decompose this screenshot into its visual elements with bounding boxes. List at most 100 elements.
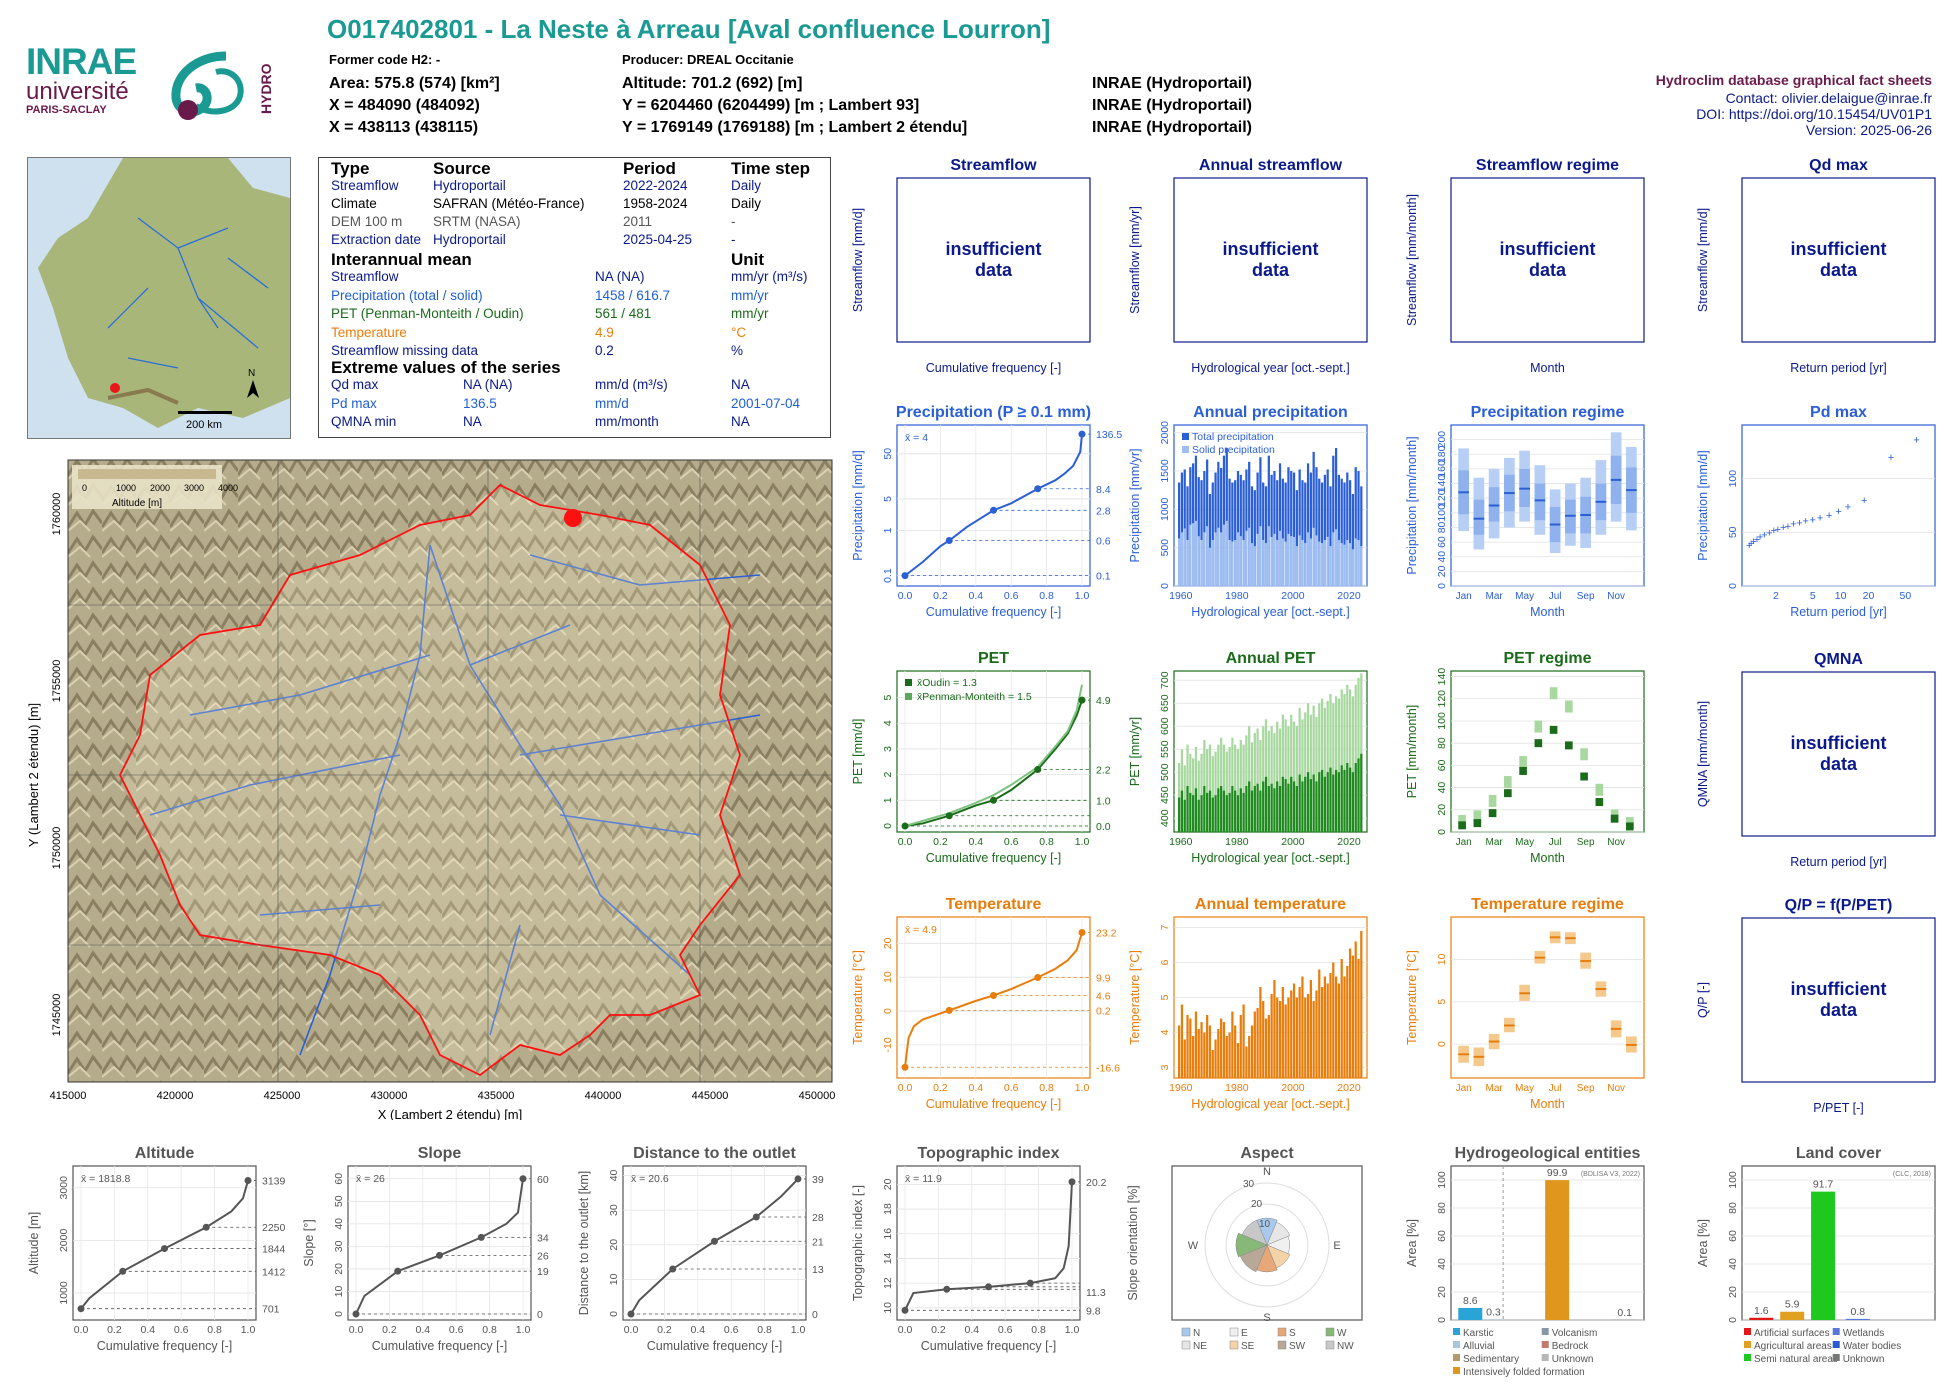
x-tick-label: 0.4 bbox=[690, 1324, 705, 1336]
river-network bbox=[107, 217, 269, 369]
qmna-title: QMNA bbox=[1814, 651, 1863, 668]
y-tick-label: 700 bbox=[1159, 671, 1171, 689]
hydrogeology-legend-label: Unknown bbox=[1552, 1354, 1594, 1365]
streamflow-regime-xlabel: Month bbox=[1530, 361, 1565, 375]
temp_regime-iqr-box bbox=[1626, 1036, 1637, 1053]
interannual-name: Streamflow bbox=[331, 269, 399, 284]
legend-label: Total precipitation bbox=[1192, 431, 1274, 443]
annual_pet-bar bbox=[1208, 744, 1212, 832]
annual_pet-bar bbox=[1214, 795, 1217, 832]
topo_cdf-quantile-point bbox=[943, 1285, 951, 1293]
annual_pet-bar bbox=[1220, 737, 1223, 832]
annual_temp-bar bbox=[1276, 997, 1279, 1078]
annual_pet-bar bbox=[1250, 790, 1254, 832]
temp_cdf-right-label: 23.2 bbox=[1096, 927, 1117, 939]
y-tick-label: 1000 bbox=[58, 1281, 70, 1305]
annual_precip-bar bbox=[1267, 455, 1270, 586]
annual_temp-bar bbox=[1189, 1018, 1192, 1078]
slope_cdf-right-label: 34 bbox=[537, 1232, 549, 1244]
annual_precip-bar bbox=[1186, 486, 1189, 586]
annual_pet-bar bbox=[1306, 772, 1310, 832]
annual_pet-bar bbox=[1231, 737, 1234, 832]
y-tick-label: 20 bbox=[1727, 1286, 1739, 1298]
pd-max-point: + bbox=[1746, 540, 1752, 552]
annual_precip-bar bbox=[1206, 459, 1209, 586]
altitude_cdf-curve bbox=[80, 1180, 249, 1310]
annual_temp-bar bbox=[1222, 1022, 1226, 1078]
x-tick-label: Mar bbox=[1486, 1083, 1504, 1094]
annual_pet-bar bbox=[1320, 769, 1324, 832]
annual_temp-bar bbox=[1306, 994, 1310, 1078]
area: Area: 575.8 (574) [km²] bbox=[329, 75, 500, 92]
y-tick-label: 600 bbox=[1159, 717, 1171, 735]
y-tick-label: 50 bbox=[1727, 526, 1739, 538]
annual_pet-bar bbox=[1178, 797, 1181, 832]
annual_temp-bar bbox=[1326, 983, 1329, 1078]
annual_pet-bar bbox=[1250, 742, 1254, 832]
map-y-tick: 1750000 bbox=[51, 827, 63, 870]
y-tick-label: 140 bbox=[1436, 668, 1448, 686]
y-tick-label: 50 bbox=[882, 448, 894, 460]
annual_temp-bar bbox=[1236, 1043, 1240, 1078]
hydrogeology-bar bbox=[1545, 1180, 1570, 1320]
hydro-logo: HYDRO bbox=[166, 46, 296, 122]
pet_regime-oudin-marker bbox=[1626, 822, 1634, 831]
x-tick-label: Jan bbox=[1456, 591, 1472, 602]
slope_cdf-quantile-point bbox=[519, 1175, 527, 1183]
y-tick-label: 40 bbox=[333, 1218, 345, 1230]
annual_temp-bar bbox=[1220, 1018, 1223, 1078]
annual_pet-bar bbox=[1309, 779, 1312, 832]
qmna-msg: insufficient bbox=[1790, 733, 1886, 753]
annual_pet-bar bbox=[1351, 696, 1355, 832]
aspect-legend-label: W bbox=[1337, 1328, 1347, 1339]
annual_pet-bar bbox=[1228, 746, 1231, 832]
pet_cdf-right-label: 2.2 bbox=[1096, 764, 1111, 776]
y-tick-label: 10 bbox=[333, 1285, 345, 1297]
annual_precip-bar bbox=[1242, 480, 1245, 586]
annual_pet-bar bbox=[1239, 788, 1242, 832]
annual_precip-bar bbox=[1197, 536, 1200, 586]
qd-max: Qd max Streamflow [mm/d] Return period [yr… bbox=[1696, 157, 1936, 375]
hydrogeology-legend-label: Karstic bbox=[1463, 1328, 1494, 1339]
summary-step: - bbox=[731, 232, 736, 247]
precip_cdf: Precipitation (P ≥ 0.1 mm) Precipitation … bbox=[851, 404, 1122, 619]
annual_pet-bar bbox=[1217, 788, 1220, 832]
aspect-legend-swatch bbox=[1181, 1327, 1191, 1337]
pet_regime-oudin-marker bbox=[1549, 725, 1558, 734]
x-tick-label: Mar bbox=[1486, 591, 1504, 602]
aspect-sector bbox=[1266, 1221, 1291, 1246]
x-tick-label: 0.8 bbox=[207, 1324, 222, 1336]
y-tick-label: 10 bbox=[608, 1273, 620, 1285]
y-tick-label: 0.1 bbox=[882, 568, 894, 583]
streamflow-msg: insufficient bbox=[945, 239, 1041, 259]
pd-max-point: + bbox=[1888, 452, 1894, 464]
annual_pet-bar bbox=[1180, 790, 1184, 832]
x-tick-label: 0.6 bbox=[1004, 590, 1019, 602]
y-tick-label: 5 bbox=[1436, 999, 1448, 1005]
pd_max-ylabel: Precipitation [mm/d] bbox=[1696, 450, 1710, 560]
annual_pet-bar bbox=[1284, 719, 1287, 832]
annual_temp-bar bbox=[1250, 1025, 1254, 1078]
qd-max-frame bbox=[1741, 177, 1936, 343]
annual_precip: Annual precipitation Precipitation [mm/yr… bbox=[1128, 404, 1368, 619]
y-tick-label: 0 bbox=[1436, 1317, 1448, 1323]
annual_pet-bar bbox=[1245, 786, 1248, 832]
precip_cdf-right-label: 136.5 bbox=[1096, 429, 1122, 441]
annual_pet-bar bbox=[1273, 733, 1276, 832]
distance_cdf-mean: x̄ = 20.6 bbox=[631, 1173, 669, 1185]
annual_precip-bar bbox=[1231, 482, 1234, 586]
annual_pet-bar bbox=[1236, 749, 1240, 832]
temp_cdf-ylabel: Temperature [°C] bbox=[851, 950, 865, 1045]
land_cover-bar bbox=[1749, 1317, 1774, 1320]
precip_regime: Precipitation regime Precipitation [mm/mo… bbox=[1405, 404, 1645, 619]
annual_precip-bar bbox=[1326, 469, 1329, 586]
precip_regime-xlabel: Month bbox=[1530, 605, 1565, 619]
universite-text: université bbox=[26, 78, 129, 105]
distance_cdf-quantile-point bbox=[669, 1265, 677, 1273]
annual_pet-bar bbox=[1194, 788, 1198, 832]
annual_precip-bar bbox=[1298, 535, 1301, 586]
map-x-tick: 440000 bbox=[585, 1090, 622, 1102]
interannual-value: 561 / 481 bbox=[595, 306, 652, 321]
altitude_cdf-right-label: 3139 bbox=[262, 1175, 286, 1187]
